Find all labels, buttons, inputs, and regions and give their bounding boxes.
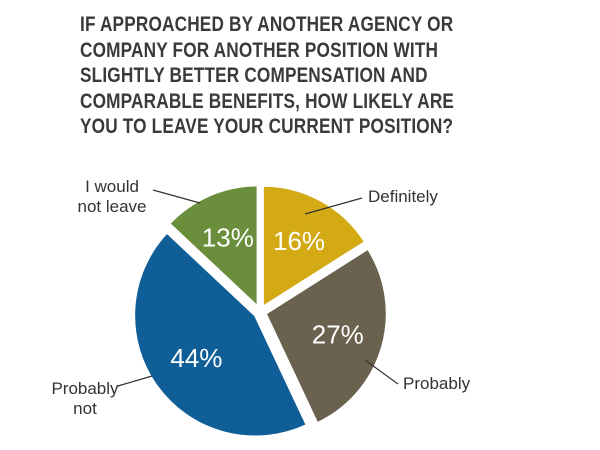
slice-label: Probably (51, 379, 119, 398)
slice-label: Probably (403, 374, 471, 393)
leader-line (364, 359, 399, 385)
leader-line (117, 375, 153, 387)
title-line: SLIGHTLY BETTER COMPENSATION AND (80, 64, 428, 87)
chart-title: IF APPROACHED BY ANOTHER AGENCY OR COMPA… (80, 12, 457, 140)
slice-label: I would (85, 177, 139, 196)
title-line: COMPANY FOR ANOTHER POSITION WITH (80, 38, 439, 62)
data-label: 44% (170, 343, 222, 373)
data-label: 13% (202, 223, 254, 253)
data-label: 16% (273, 226, 325, 256)
slice-label: not leave (78, 197, 147, 216)
leader-line (152, 189, 201, 204)
pie-slice (264, 247, 388, 425)
title-line: IF APPROACHED BY ANOTHER AGENCY OR (80, 13, 454, 36)
title-line: COMPARABLE BENEFITS, HOW LIKELY ARE (80, 89, 455, 113)
pie-slice (261, 184, 367, 309)
title-line: YOU TO LEAVE YOUR CURRENT POSITION? (80, 115, 454, 138)
data-label: 27% (312, 320, 364, 350)
slice-label: not (73, 399, 97, 418)
leader-line (304, 197, 363, 215)
pie-slice (133, 231, 308, 438)
pie-slice (167, 184, 259, 309)
slice-label: Definitely (368, 187, 438, 206)
